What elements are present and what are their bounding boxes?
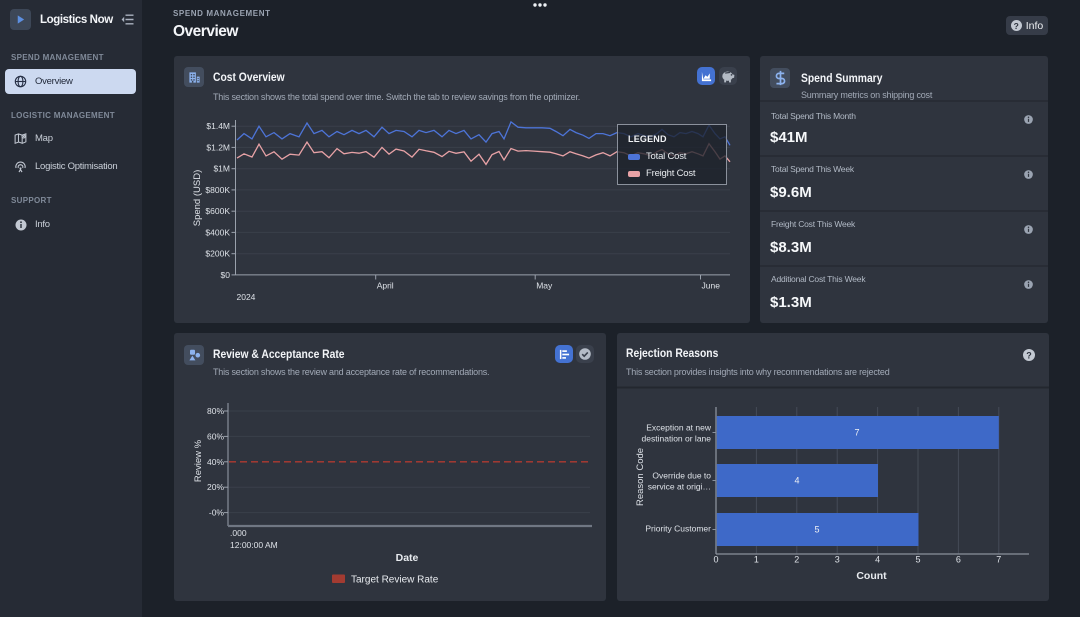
svg-text:5: 5 — [814, 525, 819, 535]
svg-text:$1M: $1M — [213, 164, 230, 174]
svg-text:80%: 80% — [207, 406, 224, 416]
svg-text:$600K: $600K — [205, 206, 230, 216]
svg-text:Date: Date — [396, 552, 419, 564]
svg-text:.000: .000 — [230, 528, 247, 538]
svg-text:7: 7 — [854, 428, 859, 438]
svg-text:4: 4 — [875, 555, 880, 565]
svg-text:$1.4M: $1.4M — [206, 121, 230, 131]
svg-text:Review %: Review % — [193, 439, 204, 482]
svg-text:Exception at new: Exception at new — [646, 423, 712, 433]
svg-text:Target Review Rate: Target Review Rate — [351, 575, 439, 586]
svg-text:$800K: $800K — [205, 185, 230, 195]
svg-text:$200K: $200K — [205, 249, 230, 259]
svg-text:6: 6 — [956, 555, 961, 565]
svg-text:April: April — [377, 281, 394, 291]
svg-text:$1.2M: $1.2M — [206, 142, 230, 152]
svg-text:May: May — [536, 281, 553, 291]
svg-text:?: ? — [1026, 351, 1032, 361]
svg-text:4: 4 — [794, 476, 799, 486]
svg-text:Override due to: Override due to — [652, 471, 711, 481]
svg-text:$0: $0 — [221, 270, 231, 280]
svg-text:Reason Code: Reason Code — [635, 448, 646, 506]
svg-text:40%: 40% — [207, 457, 224, 467]
svg-text:3: 3 — [835, 555, 840, 565]
svg-text:5: 5 — [915, 555, 920, 565]
svg-text:2: 2 — [794, 555, 799, 565]
svg-text:destination or lane: destination or lane — [642, 434, 712, 444]
svg-text:7: 7 — [996, 555, 1001, 565]
svg-text:$400K: $400K — [205, 227, 230, 237]
svg-text:Spend (USD): Spend (USD) — [192, 170, 203, 227]
svg-text:2024: 2024 — [237, 292, 256, 302]
svg-text:12:00:00 AM: 12:00:00 AM — [230, 540, 278, 550]
svg-text:60%: 60% — [207, 431, 224, 441]
svg-text:1: 1 — [754, 555, 759, 565]
svg-text:service at origi…: service at origi… — [648, 482, 711, 492]
svg-text:June: June — [702, 281, 721, 291]
svg-text:20%: 20% — [207, 482, 224, 492]
svg-text:0: 0 — [713, 555, 718, 565]
svg-text:Priority Customer: Priority Customer — [645, 524, 711, 534]
svg-text:-0%: -0% — [209, 508, 225, 518]
svg-text:Count: Count — [856, 570, 887, 582]
